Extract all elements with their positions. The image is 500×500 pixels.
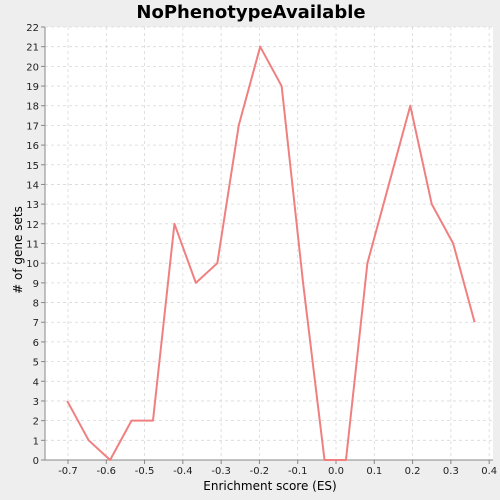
series-group	[66, 45, 476, 461]
y-tick-label: 20	[26, 62, 39, 73]
x-tick-label: 0.1	[366, 466, 382, 477]
x-axis-ticks: -0.7 -0.6 -0.5 -0.4 -0.3 -0.2 -0.1 0.0 0.1 0.2 0.3…	[58, 460, 497, 477]
y-tick-label: 6	[33, 338, 39, 349]
series-line-0	[66, 45, 476, 461]
y-tick-label: 18	[26, 102, 39, 113]
y-tick-label: 17	[26, 121, 39, 132]
y-tick-label: 8	[33, 299, 39, 310]
y-tick-label: 0	[33, 456, 39, 467]
y-tick-label: 13	[26, 200, 39, 211]
y-tick-label: 10	[26, 259, 39, 270]
x-tick-label: 0.3	[443, 466, 459, 477]
y-tick-label: 22	[26, 23, 39, 34]
x-tick-label: -0.6	[97, 466, 117, 477]
x-tick-label: -0.2	[250, 466, 270, 477]
grid	[45, 26, 493, 460]
x-axis-label: Enrichment score (ES)	[203, 479, 336, 493]
x-tick-label: 0.4	[481, 466, 497, 477]
x-tick-label: 0.0	[328, 466, 344, 477]
y-tick-label: 15	[26, 161, 39, 172]
y-tick-label: 9	[33, 279, 39, 290]
y-axis-label: # of gene sets	[11, 206, 25, 294]
y-tick-label: 21	[26, 43, 39, 54]
y-tick-label: 11	[26, 240, 39, 251]
y-tick-label: 1	[33, 436, 39, 447]
x-tick-label: -0.3	[211, 466, 231, 477]
y-tick-label: 7	[33, 318, 39, 329]
y-tick-label: 19	[26, 82, 39, 93]
x-tick-label: 0.2	[405, 466, 421, 477]
x-tick-label: -0.5	[135, 466, 155, 477]
y-tick-label: 4	[33, 377, 39, 388]
y-tick-label: 12	[26, 220, 39, 231]
y-tick-label: 14	[26, 180, 39, 191]
x-tick-label: -0.7	[58, 466, 78, 477]
y-tick-label: 16	[26, 141, 39, 152]
chart-title: NoPhenotypeAvailable	[136, 2, 365, 23]
y-tick-label: 2	[33, 417, 39, 428]
x-tick-label: -0.1	[288, 466, 308, 477]
y-tick-label: 3	[33, 397, 39, 408]
y-tick-label: 5	[33, 358, 39, 369]
x-tick-label: -0.4	[173, 466, 193, 477]
